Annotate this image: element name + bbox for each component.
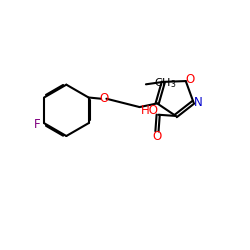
Text: N: N xyxy=(194,96,202,109)
Text: CH$_3$: CH$_3$ xyxy=(154,76,177,90)
Text: O: O xyxy=(185,73,194,86)
Text: O: O xyxy=(99,92,108,105)
Text: F: F xyxy=(34,118,40,132)
Text: HO: HO xyxy=(140,104,158,117)
Text: O: O xyxy=(153,130,162,143)
